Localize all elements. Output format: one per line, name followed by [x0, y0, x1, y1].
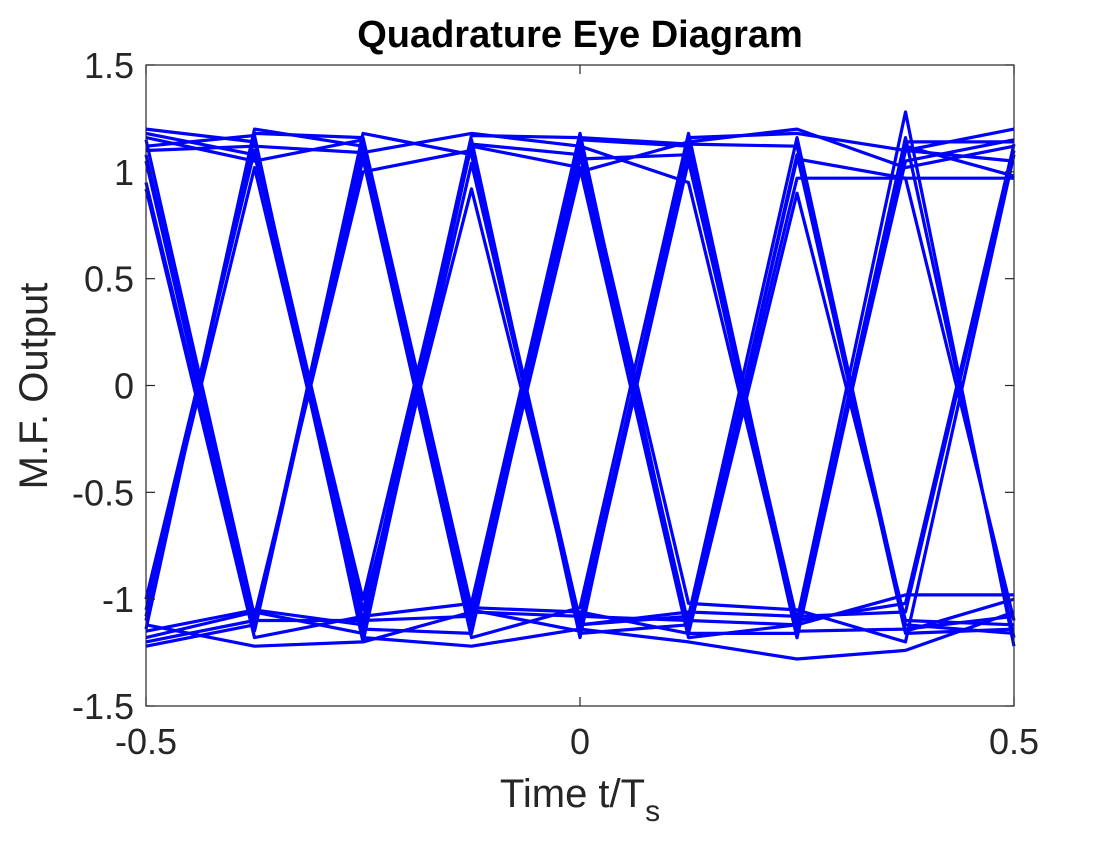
x-tick-label: 0	[570, 721, 590, 762]
eye-trace-14	[145, 593, 1014, 648]
chart-title: Quadrature Eye Diagram	[357, 14, 803, 56]
eye-trace-15	[144, 131, 1014, 635]
axes: -0.5 0 0.5 -1.5 -1 -0.5 0 0.5 1 1.5	[72, 45, 1039, 762]
eye-trace-20	[144, 131, 1014, 635]
y-tick-label: 1.5	[84, 45, 134, 86]
x-tick-label: 0.5	[989, 721, 1039, 762]
y-tick-label: 0	[114, 366, 134, 407]
eye-traces	[144, 110, 1016, 661]
eye-trace-8	[145, 127, 1015, 640]
y-axis-label: M.F. Output	[12, 283, 56, 490]
y-tick-label: -1.5	[72, 686, 134, 727]
eye-trace-16	[144, 136, 1015, 635]
eye-trace-19	[144, 133, 1015, 635]
y-tick-label: -0.5	[72, 472, 134, 513]
x-axis-label: Time t/Ts	[500, 772, 660, 828]
y-tick-label: 1	[114, 152, 134, 193]
y-tick-label: -1	[102, 579, 134, 620]
x-axis-label-subscript: s	[645, 795, 660, 828]
x-axis-label-main: Time t/T	[500, 772, 645, 816]
eye-trace-13	[145, 131, 1015, 633]
x-tick-label: -0.5	[115, 721, 177, 762]
y-tick-label: 0.5	[84, 259, 134, 300]
